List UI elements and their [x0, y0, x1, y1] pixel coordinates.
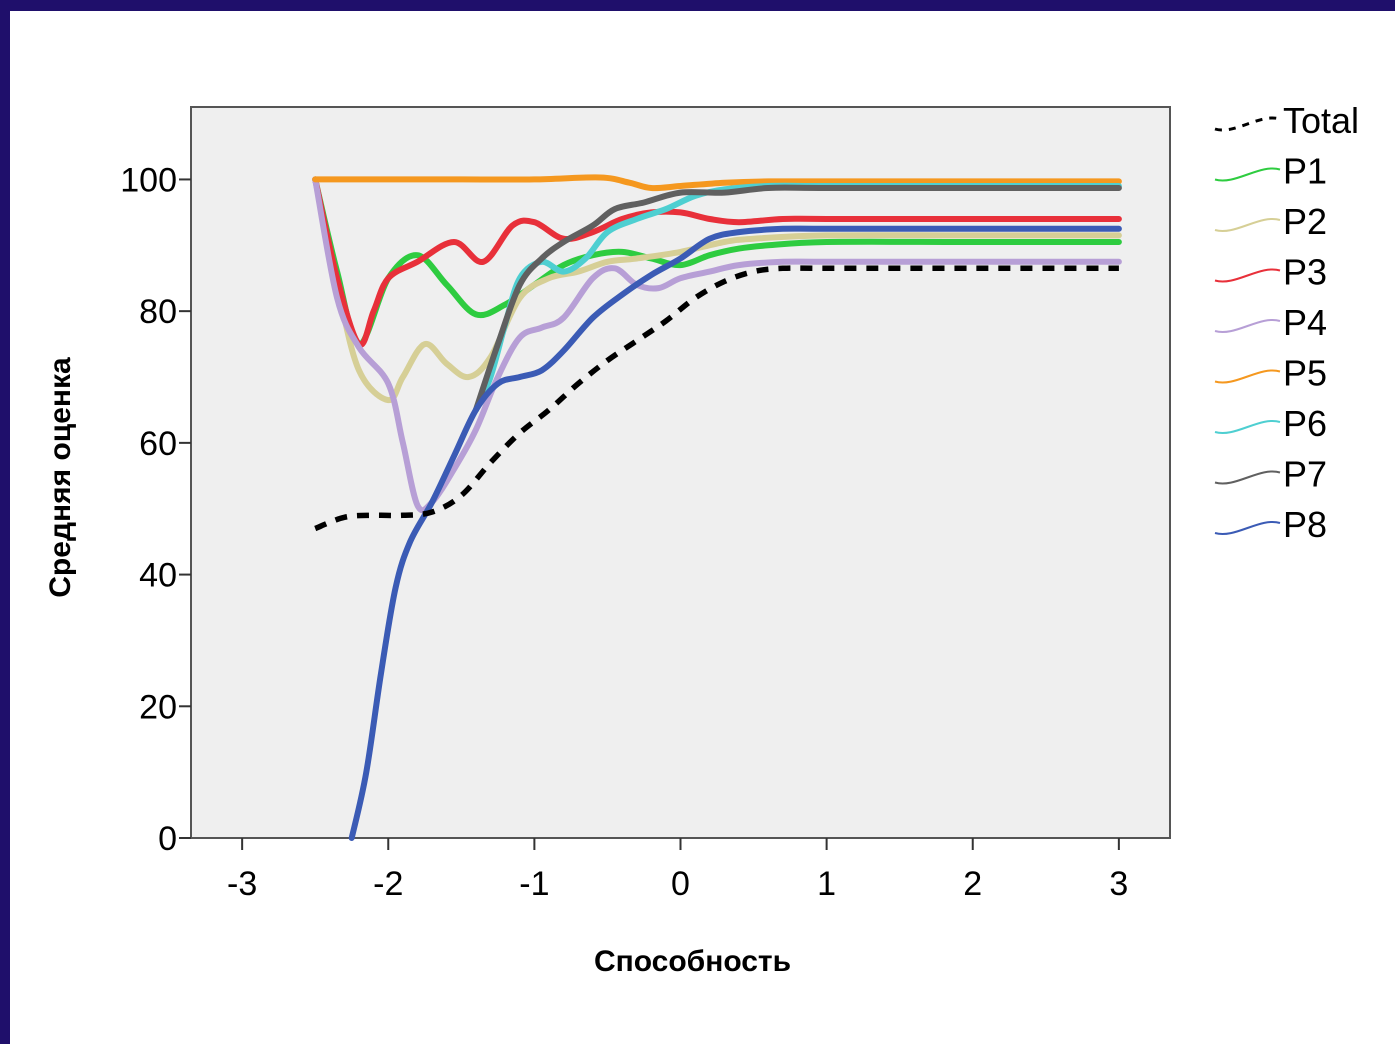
x-tick-label: -2 [373, 865, 403, 903]
series-line-p2 [312, 176, 1122, 404]
legend-swatch-p5 [1214, 369, 1281, 384]
legend-label-p1: P1 [1283, 151, 1327, 192]
legend-label-p5: P5 [1283, 353, 1327, 394]
x-tick-label: -1 [519, 865, 549, 903]
legend-label-p6: P6 [1283, 403, 1327, 444]
line-chart: -3 -2 -1 0 1 2 3 0 20 40 60 80 100 Total P1 P2 P3 P4 P5 P6… [44, 100, 1359, 978]
legend-label-total: Total [1283, 100, 1359, 141]
legend-label-p8: P8 [1283, 504, 1327, 545]
y-tick-label: 0 [158, 820, 177, 858]
series-line-p5 [312, 174, 1122, 192]
x-tick-label: 2 [963, 865, 982, 903]
y-axis-title: Средняя оценка [44, 357, 77, 598]
y-tick-label: 60 [139, 425, 177, 463]
series-line-p7 [472, 184, 1122, 413]
y-tick-label: 80 [139, 293, 177, 331]
y-tick-label: 100 [120, 161, 177, 199]
x-axis-title: Способность [594, 945, 791, 978]
legend-swatch-p1 [1214, 167, 1281, 182]
legend-swatch-p3 [1214, 268, 1281, 283]
legend-swatch-p4 [1214, 318, 1281, 334]
legend-swatch-p6 [1214, 419, 1281, 435]
series-lines [312, 174, 1122, 841]
x-tick-label: 1 [817, 865, 836, 903]
y-tick-label: 40 [139, 557, 177, 595]
y-tick-label: 20 [139, 688, 177, 726]
chart-frame: -3 -2 -1 0 1 2 3 0 20 40 60 80 100 Total P1 P2 P3 P4 P5 P6… [10, 11, 1395, 1044]
legend-swatch-total [1214, 116, 1281, 132]
series-line-total [314, 265, 1119, 532]
legend-swatch-p8 [1214, 520, 1281, 536]
x-tick-label: 3 [1109, 865, 1128, 903]
axes: -3 -2 -1 0 1 2 3 0 20 40 60 80 100 [120, 161, 1128, 903]
legend-label-p2: P2 [1283, 201, 1327, 242]
legend-label-p7: P7 [1283, 454, 1327, 495]
x-tick-label: -3 [227, 865, 257, 903]
legend-label-p3: P3 [1283, 252, 1327, 293]
series-line-p4 [312, 176, 1122, 514]
series-line-p8 [348, 225, 1122, 841]
legend-label-p4: P4 [1283, 302, 1327, 343]
x-tick-label: 0 [671, 865, 690, 903]
legend-swatch-p2 [1214, 217, 1281, 233]
legend-swatch-p7 [1214, 470, 1281, 485]
legend: Total P1 P2 P3 P4 P5 P6 P7 P8 [1214, 100, 1359, 545]
